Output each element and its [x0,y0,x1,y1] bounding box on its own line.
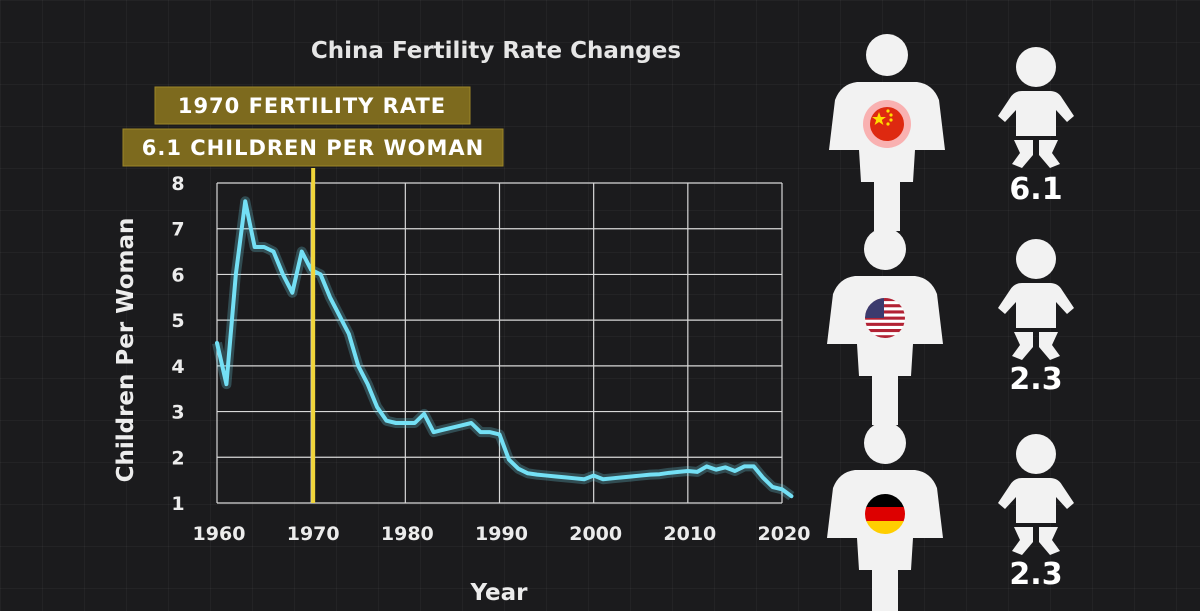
china-value: 6.1 [1009,172,1062,207]
x-tick-label: 1970 [287,523,340,545]
banner-line-1: 1970 FERTILITY RATE [178,94,446,118]
comparison-china: 6.1 [829,34,1074,231]
germany-flag-icon [865,494,905,534]
x-axis-label: Year [469,580,528,606]
y-tick-label: 3 [171,402,184,424]
x-tick-label: 2010 [663,523,716,545]
series-line-china [215,199,794,499]
comparison-usa: 2.3 [827,228,1074,425]
y-tick-label: 7 [171,219,184,241]
usa-value: 2.3 [1009,362,1062,397]
x-tick-label: 2000 [569,523,622,545]
banner-box-1 [154,86,471,125]
banner: 1970 FERTILITY RATE 6.1 CHILDREN PER WOM… [122,86,504,167]
x-tick-label: 1980 [381,523,434,545]
chart-title: China Fertility Rate Changes [311,38,681,64]
x-tick-label: 1990 [475,523,528,545]
y-tick-label: 5 [171,310,184,332]
germany-value: 2.3 [1009,557,1062,592]
usa-flag-icon [865,298,905,338]
comparison-germany: 2.3 [827,422,1074,611]
y-tick-label: 2 [171,447,184,469]
x-tick-label: 2020 [758,523,811,545]
data-points [216,201,792,497]
y-tick-label: 8 [171,173,184,195]
y-axis-label: Children Per Woman [113,218,139,483]
x-tick-label: 1960 [193,523,246,545]
banner-box-2 [122,128,504,167]
grid [216,182,783,504]
baby-icon [998,434,1074,555]
axis-ticks: 1960 1970 1980 1990 2000 2010 2020 1 2 3 4 5 6 7 8 [171,173,810,545]
y-tick-label: 6 [171,264,184,286]
y-tick-label: 4 [171,356,184,378]
baby-icon [998,239,1074,360]
baby-icon [998,47,1074,168]
banner-line-2: 6.1 CHILDREN PER WOMAN [142,136,485,160]
china-flag-icon [870,107,904,141]
y-tick-label: 1 [171,493,184,515]
